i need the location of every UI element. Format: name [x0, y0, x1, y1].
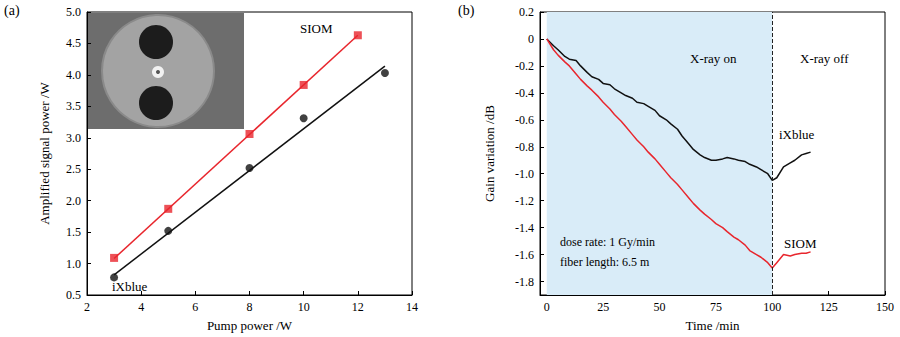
svg-text:-0.6: -0.6	[515, 113, 534, 127]
svg-text:X-ray on: X-ray on	[690, 51, 737, 66]
svg-text:-0.2: -0.2	[515, 59, 534, 73]
svg-text:2: 2	[84, 300, 90, 314]
svg-text:(b): (b)	[458, 3, 475, 19]
svg-text:-1.6: -1.6	[515, 248, 534, 262]
svg-text:Pump power /W: Pump power /W	[207, 318, 293, 333]
svg-text:-0.8: -0.8	[515, 140, 534, 154]
svg-text:-1.8: -1.8	[515, 275, 534, 289]
svg-text:12: 12	[352, 300, 364, 314]
svg-text:3.0: 3.0	[66, 131, 81, 145]
svg-text:Amplified signal power /W: Amplified signal power /W	[37, 81, 52, 224]
svg-text:25: 25	[597, 300, 609, 314]
svg-text:5.0: 5.0	[66, 5, 81, 19]
svg-text:0.5: 0.5	[66, 288, 81, 302]
svg-text:1.5: 1.5	[66, 225, 81, 239]
svg-text:-1.0: -1.0	[515, 167, 534, 181]
svg-text:SIOM: SIOM	[784, 236, 817, 251]
svg-text:2.5: 2.5	[66, 162, 81, 176]
svg-text:dose rate: 1 Gy/min: dose rate: 1 Gy/min	[560, 235, 655, 249]
svg-text:SIOM: SIOM	[300, 21, 333, 36]
svg-text:8: 8	[247, 300, 253, 314]
svg-text:4.0: 4.0	[66, 68, 81, 82]
svg-text:4.5: 4.5	[66, 36, 81, 50]
svg-text:125: 125	[820, 300, 838, 314]
svg-text:(a): (a)	[4, 3, 20, 19]
svg-text:10: 10	[298, 300, 310, 314]
svg-text:75: 75	[710, 300, 722, 314]
svg-text:100: 100	[763, 300, 781, 314]
svg-text:Gain variation /dB: Gain variation /dB	[482, 105, 497, 202]
svg-text:0: 0	[544, 300, 550, 314]
svg-text:4: 4	[138, 300, 144, 314]
svg-text:iXblue: iXblue	[112, 279, 148, 294]
svg-text:50: 50	[654, 300, 666, 314]
svg-text:fiber length: 6.5 m: fiber length: 6.5 m	[560, 255, 650, 269]
svg-text:-1.4: -1.4	[515, 221, 534, 235]
svg-text:1.0: 1.0	[66, 257, 81, 271]
svg-text:3.5: 3.5	[66, 99, 81, 113]
svg-text:0: 0	[528, 32, 534, 46]
svg-text:-0.4: -0.4	[515, 86, 534, 100]
svg-text:150: 150	[876, 300, 894, 314]
svg-text:Time /min: Time /min	[685, 318, 740, 333]
svg-text:2.0: 2.0	[66, 194, 81, 208]
svg-text:6: 6	[192, 300, 198, 314]
svg-text:-1.2: -1.2	[515, 194, 534, 208]
svg-text:iXblue: iXblue	[779, 127, 815, 142]
svg-text:14: 14	[406, 300, 418, 314]
svg-text:0.2: 0.2	[519, 5, 534, 19]
svg-text:X-ray off: X-ray off	[800, 51, 849, 66]
